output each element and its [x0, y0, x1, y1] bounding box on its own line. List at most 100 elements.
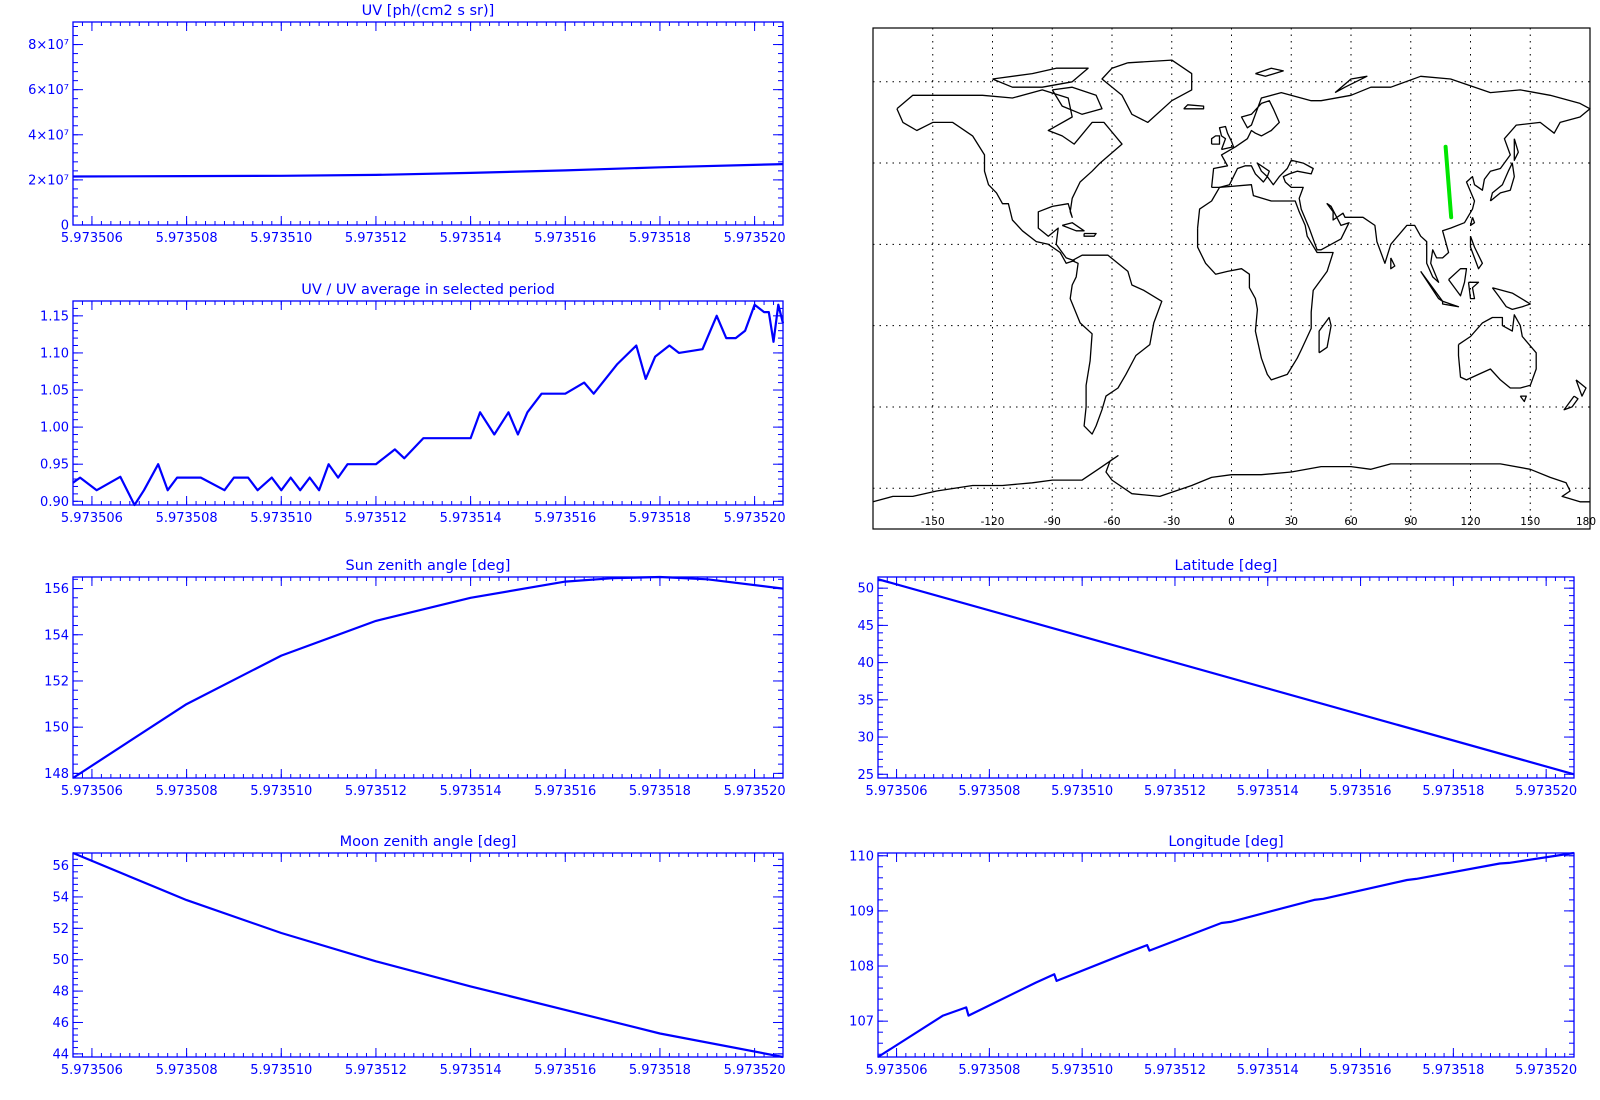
- x-tick-label: 5.973512: [1144, 1063, 1206, 1078]
- y-tick-label: 50: [52, 953, 69, 968]
- y-tick-label: 46: [52, 1016, 69, 1031]
- y-tick-label: 8×10⁷: [28, 38, 69, 53]
- lon-tick-label: 120: [1460, 516, 1480, 528]
- y-tick-label: 56: [52, 859, 69, 874]
- lon-tick-label: 60: [1344, 516, 1357, 528]
- coastline-sri-lanka: [1390, 257, 1396, 270]
- x-tick-label: 5.973520: [724, 1063, 786, 1078]
- coastline-novaya-zemlya: [1334, 75, 1368, 94]
- coastline-iceland: [1183, 104, 1205, 110]
- x-tick-label: 5.973516: [1330, 1063, 1392, 1078]
- x-tick-label: 5.973510: [250, 511, 312, 526]
- y-tick-label: 50: [857, 582, 874, 597]
- coastline-arabian-peninsula-gulf: [1326, 203, 1332, 207]
- chart-uv_ratio: UV / UV average in selected period 5.9735…: [40, 282, 786, 526]
- y-tick-label: 30: [857, 731, 874, 746]
- x-tick-label: 5.973520: [724, 231, 786, 246]
- coastline-baffin-island: [1051, 86, 1103, 115]
- coastline-ireland: [1210, 135, 1221, 145]
- x-tick-label: 5.973508: [156, 784, 218, 799]
- coastline-africa: [1196, 184, 1334, 381]
- x-tick-label: 5.973512: [345, 784, 407, 799]
- y-tick-label: 40: [857, 656, 874, 671]
- lon-tick-label: -60: [1103, 516, 1120, 528]
- chart-title: UV [ph/(cm2 s sr)]: [362, 3, 495, 19]
- plot-frame: [72, 576, 784, 779]
- x-tick-label: 5.973518: [629, 784, 691, 799]
- x-tick-label: 5.973510: [250, 784, 312, 799]
- y-tick-label: 152: [44, 674, 69, 689]
- chart-title: Sun zenith angle [deg]: [346, 558, 511, 574]
- coastline-philippines: [1469, 235, 1484, 270]
- y-tick-label: 148: [44, 767, 69, 782]
- chart-title: Latitude [deg]: [1175, 558, 1278, 574]
- coastline-australia: [1457, 314, 1537, 389]
- lon-tick-label: 30: [1285, 516, 1298, 528]
- coastline-canadian-islands: [992, 67, 1089, 88]
- chart-lat: Latitude [deg] 5.973506 5.973508 5.973510 5.…: [857, 558, 1577, 799]
- x-tick-label: 5.973518: [1422, 784, 1484, 799]
- y-tick-label: 1.00: [40, 421, 69, 436]
- x-tick-label: 5.973512: [345, 231, 407, 246]
- y-tick-label: 0: [61, 219, 69, 234]
- time-series-panels: UV [ph/(cm2 s sr)] 5.973506 5.973508 5.9735…: [28, 3, 1577, 1078]
- y-tick-label: 35: [857, 693, 874, 708]
- chart-title: Longitude [deg]: [1168, 834, 1283, 850]
- x-tick-label: 5.973508: [958, 784, 1020, 799]
- x-tick-label: 5.973516: [1330, 784, 1392, 799]
- y-tick-label: 1.10: [40, 346, 69, 361]
- coastline-cuba: [1061, 222, 1085, 232]
- series-line-uv_ratio: [72, 303, 785, 507]
- chart-title: Moon zenith angle [deg]: [340, 834, 517, 850]
- coastline-greenland: [1101, 59, 1193, 124]
- coastline-tasmania: [1519, 395, 1527, 403]
- y-tick-label: 110: [849, 849, 874, 864]
- y-tick-label: 48: [52, 985, 69, 1000]
- y-tick-label: 4×10⁷: [28, 128, 69, 143]
- x-tick-label: 5.973516: [534, 784, 596, 799]
- lon-tick-label: -120: [981, 516, 1005, 528]
- coastline-madagascar: [1318, 316, 1332, 354]
- y-tick-label: 52: [52, 922, 69, 937]
- x-tick-label: 5.973506: [866, 1063, 928, 1078]
- lon-tick-label: -30: [1163, 516, 1180, 528]
- lon-tick-label: 90: [1404, 516, 1417, 528]
- coastline-java: [1441, 300, 1460, 308]
- chart-sun: Sun zenith angle [deg] 5.973506 5.973508 5.…: [44, 558, 785, 799]
- x-tick-label: 5.973514: [440, 231, 502, 246]
- y-tick-label: 2×10⁷: [28, 173, 69, 188]
- x-tick-label: 5.973516: [534, 231, 596, 246]
- x-tick-label: 5.973506: [61, 1063, 123, 1078]
- y-tick-label: 6×10⁷: [28, 83, 69, 98]
- x-tick-label: 5.973506: [61, 784, 123, 799]
- coastline-antarctica: [872, 455, 1590, 503]
- x-tick-label: 5.973506: [61, 231, 123, 246]
- series-line-sun: [72, 575, 784, 779]
- x-tick-label: 5.973516: [534, 1063, 596, 1078]
- plot-frame: [72, 21, 784, 226]
- series-line-uv: [72, 163, 784, 178]
- coastline-taiwan: [1469, 217, 1476, 227]
- lon-tick-label: -90: [1044, 516, 1061, 528]
- satellite-ground-track: [1443, 144, 1454, 220]
- x-tick-label: 5.973508: [156, 511, 218, 526]
- y-tick-label: 45: [857, 619, 874, 634]
- map-frame: [872, 27, 1591, 530]
- series-line-moon: [72, 851, 784, 1059]
- coastline-borneo: [1448, 268, 1468, 297]
- chart-lon: Longitude [deg] 5.973506 5.973508 5.973510 5…: [849, 834, 1577, 1078]
- chart-moon: Moon zenith angle [deg] 5.973506 5.973508 5…: [52, 834, 785, 1078]
- y-tick-label: 0.90: [40, 495, 69, 510]
- chart-title: UV / UV average in selected period: [301, 282, 555, 298]
- x-tick-label: 5.973514: [1237, 1063, 1299, 1078]
- y-tick-label: 156: [44, 582, 69, 597]
- coastline-eurasia: [1210, 75, 1591, 283]
- y-tick-label: 150: [44, 721, 69, 736]
- coastline-south-america: [1069, 254, 1163, 435]
- coastline-new-guinea: [1491, 287, 1531, 311]
- coastline-new-zealand-north: [1575, 379, 1587, 397]
- world-map-panel: -150 -120 -90 -60 -30 0 30 60 90 120 150 180: [872, 27, 1596, 530]
- y-tick-label: 0.95: [40, 458, 69, 473]
- x-tick-label: 5.973510: [250, 1063, 312, 1078]
